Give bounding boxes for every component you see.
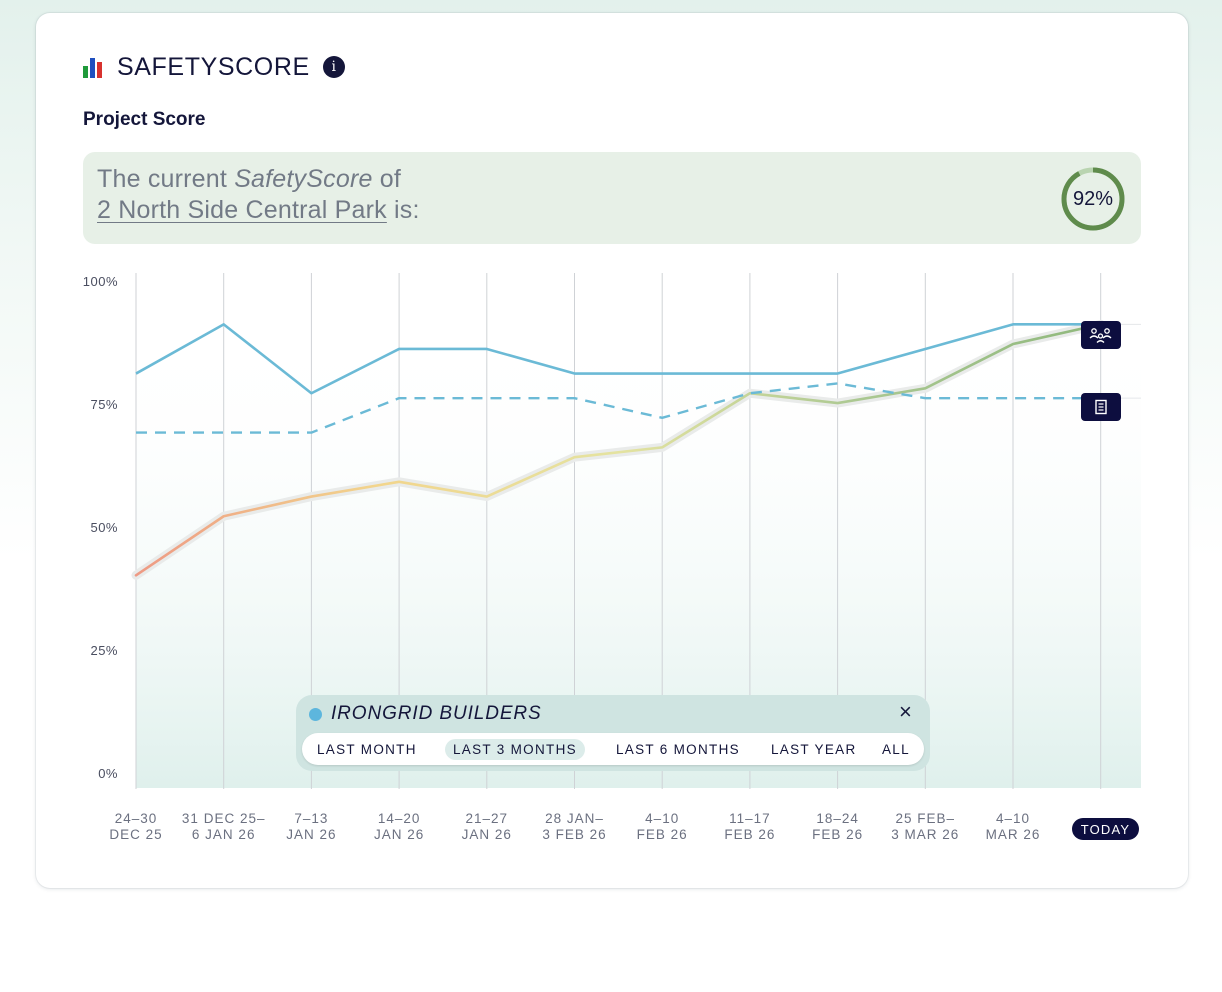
document-marker[interactable] [1081, 393, 1121, 421]
score-statement: The current SafetyScore of 2 North Side … [97, 164, 420, 226]
project-name-link[interactable]: 2 North Side Central Park [97, 196, 387, 224]
x-tick-label: 7–13 JAN 26 [286, 811, 336, 842]
range-last-month[interactable]: LAST MONTH [317, 742, 417, 757]
y-tick-label: 0% [98, 766, 118, 781]
x-tick-label: 28 JAN– 3 FEB 26 [542, 811, 606, 842]
x-tick-label: 24–30 DEC 25 [109, 811, 162, 842]
workers-group-icon [1089, 328, 1112, 343]
section-title: Project Score [83, 109, 206, 130]
card-header: SAFETYSCORE i [83, 51, 345, 83]
x-tick-label: 4–10 FEB 26 [637, 811, 688, 842]
workers-marker[interactable] [1081, 321, 1121, 349]
score-ring-fill [1061, 167, 1125, 231]
time-range-selector: LAST MONTH LAST 3 MONTHS LAST 6 MONTHS L… [302, 733, 924, 765]
score-statement-product: SafetyScore [234, 165, 373, 193]
y-tick-label: 25% [90, 643, 118, 658]
y-tick-label: 50% [90, 520, 118, 535]
document-icon [1095, 399, 1107, 415]
x-tick-label: 4–10 MAR 26 [986, 811, 1041, 842]
today-label: TODAY [1072, 818, 1139, 840]
x-tick-label: 25 FEB– 3 MAR 26 [891, 811, 959, 842]
y-tick-label: 75% [90, 397, 118, 412]
score-banner: The current SafetyScore of 2 North Side … [83, 152, 1141, 244]
range-all[interactable]: ALL [882, 742, 910, 757]
score-series-line [134, 323, 1102, 577]
info-icon[interactable]: i [322, 56, 345, 78]
x-tick-label: 18–24 FEB 26 [812, 811, 863, 842]
x-tick-label: 31 DEC 25– 6 JAN 26 [182, 811, 266, 842]
score-statement-of: of [372, 165, 401, 193]
range-last-6-months[interactable]: LAST 6 MONTHS [616, 742, 740, 757]
solid-series-line [135, 323, 1101, 395]
company-name: IRONGRID BUILDERS [331, 703, 542, 724]
score-statement-suffix: is: [386, 196, 420, 224]
score-ring [1061, 167, 1125, 231]
x-tick-label: 11–17 FEB 26 [724, 811, 775, 842]
x-tick-label: 21–27 JAN 26 [462, 811, 512, 842]
score-statement-prefix: The current [97, 165, 235, 193]
x-tick-label: 14–20 JAN 26 [374, 811, 424, 842]
card-title: SAFETYSCORE [117, 52, 310, 81]
range-last-3-months[interactable]: LAST 3 MONTHS [445, 739, 585, 760]
company-legend-panel: IRONGRID BUILDERS × LAST MONTH LAST 3 MO… [296, 695, 930, 771]
range-last-year[interactable]: LAST YEAR [771, 742, 857, 757]
company-color-dot [309, 708, 322, 721]
y-tick-label: 100% [83, 274, 118, 289]
close-icon[interactable]: × [899, 699, 912, 724]
dashed-series-line [136, 382, 1101, 434]
bar-chart-icon [83, 56, 105, 78]
score-value: 92% [1072, 187, 1114, 210]
